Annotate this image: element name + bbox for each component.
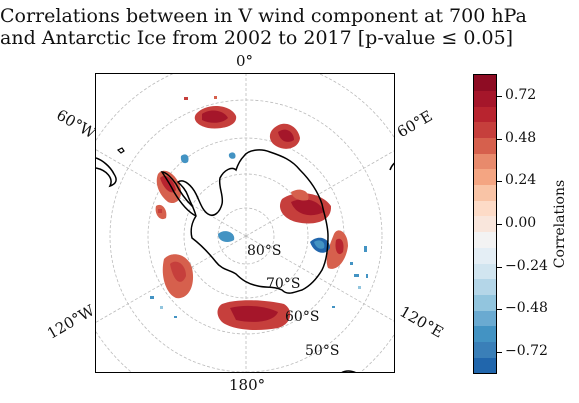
map-title-line-2: and Antarctic Ice from 2002 to 2017 [p-v… xyxy=(0,27,514,49)
colorbar-segment xyxy=(474,137,496,154)
colorbar-segment xyxy=(474,200,496,217)
falkland-islands xyxy=(116,147,125,154)
colorbar-segment xyxy=(474,106,496,123)
colorbar-segment xyxy=(474,216,496,233)
colorbar-tick xyxy=(497,309,502,311)
lon-label-60w: 60°W xyxy=(53,105,99,143)
colorbar-segment xyxy=(474,357,496,374)
lat-label-70s: 70°S xyxy=(266,276,301,292)
colorbar xyxy=(473,74,497,374)
map-title-line-1: Correlations between in V wind component… xyxy=(0,5,527,27)
colorbar-segment xyxy=(474,90,496,107)
colorbar-tick-label: 0.00 xyxy=(505,215,537,231)
positive-correlation-patches xyxy=(155,96,348,330)
lon-label-120w: 120°W xyxy=(43,301,98,343)
colorbar-tick xyxy=(497,181,502,183)
colorbar-segment xyxy=(474,75,496,91)
polar-map xyxy=(95,73,395,373)
antarctica-coastline xyxy=(176,149,329,294)
colorbar-segment xyxy=(474,153,496,170)
colorbar-segment xyxy=(474,310,496,327)
colorbar-tick-label: −0.24 xyxy=(505,257,548,274)
map-svg xyxy=(96,74,394,372)
colorbar-tick xyxy=(497,138,502,140)
south-america-coast xyxy=(96,157,117,188)
colorbar-segment xyxy=(474,169,496,186)
africa-coast xyxy=(389,162,394,171)
lon-label-180: 180° xyxy=(229,376,266,394)
colorbar-tick-label: 0.48 xyxy=(505,129,537,146)
colorbar-segment xyxy=(474,247,496,264)
lon-label-0: 0° xyxy=(236,52,254,70)
australia-coast xyxy=(341,370,356,372)
colorbar-segment xyxy=(474,263,496,280)
colorbar-segment xyxy=(474,325,496,342)
colorbar-tick xyxy=(497,351,502,353)
colorbar-tick-label: 0.24 xyxy=(505,172,537,189)
lat-label-80s: 80°S xyxy=(247,243,282,259)
colorbar-segment xyxy=(474,122,496,139)
colorbar-tick-label: 0.72 xyxy=(505,87,537,104)
colorbar-segment xyxy=(474,231,496,248)
colorbar-segment xyxy=(474,294,496,311)
antarctic-peninsula xyxy=(160,171,197,217)
colorbar-label: Correlations xyxy=(552,179,568,269)
lon-label-60e: 60°E xyxy=(394,106,436,142)
negative-correlation-patches xyxy=(150,152,368,318)
colorbar-segment xyxy=(474,278,496,295)
colorbar-tick-label: −0.48 xyxy=(505,300,548,317)
colorbar-tick xyxy=(497,266,502,268)
colorbar-tick xyxy=(497,224,502,225)
colorbar-tick-label: −0.72 xyxy=(505,342,548,359)
lat-label-60s: 60°S xyxy=(285,309,320,325)
colorbar-tick xyxy=(497,96,502,98)
colorbar-segment xyxy=(474,341,496,358)
lat-label-50s: 50°S xyxy=(305,343,340,359)
colorbar-segment xyxy=(474,184,496,201)
lon-label-120e: 120°E xyxy=(396,302,447,342)
